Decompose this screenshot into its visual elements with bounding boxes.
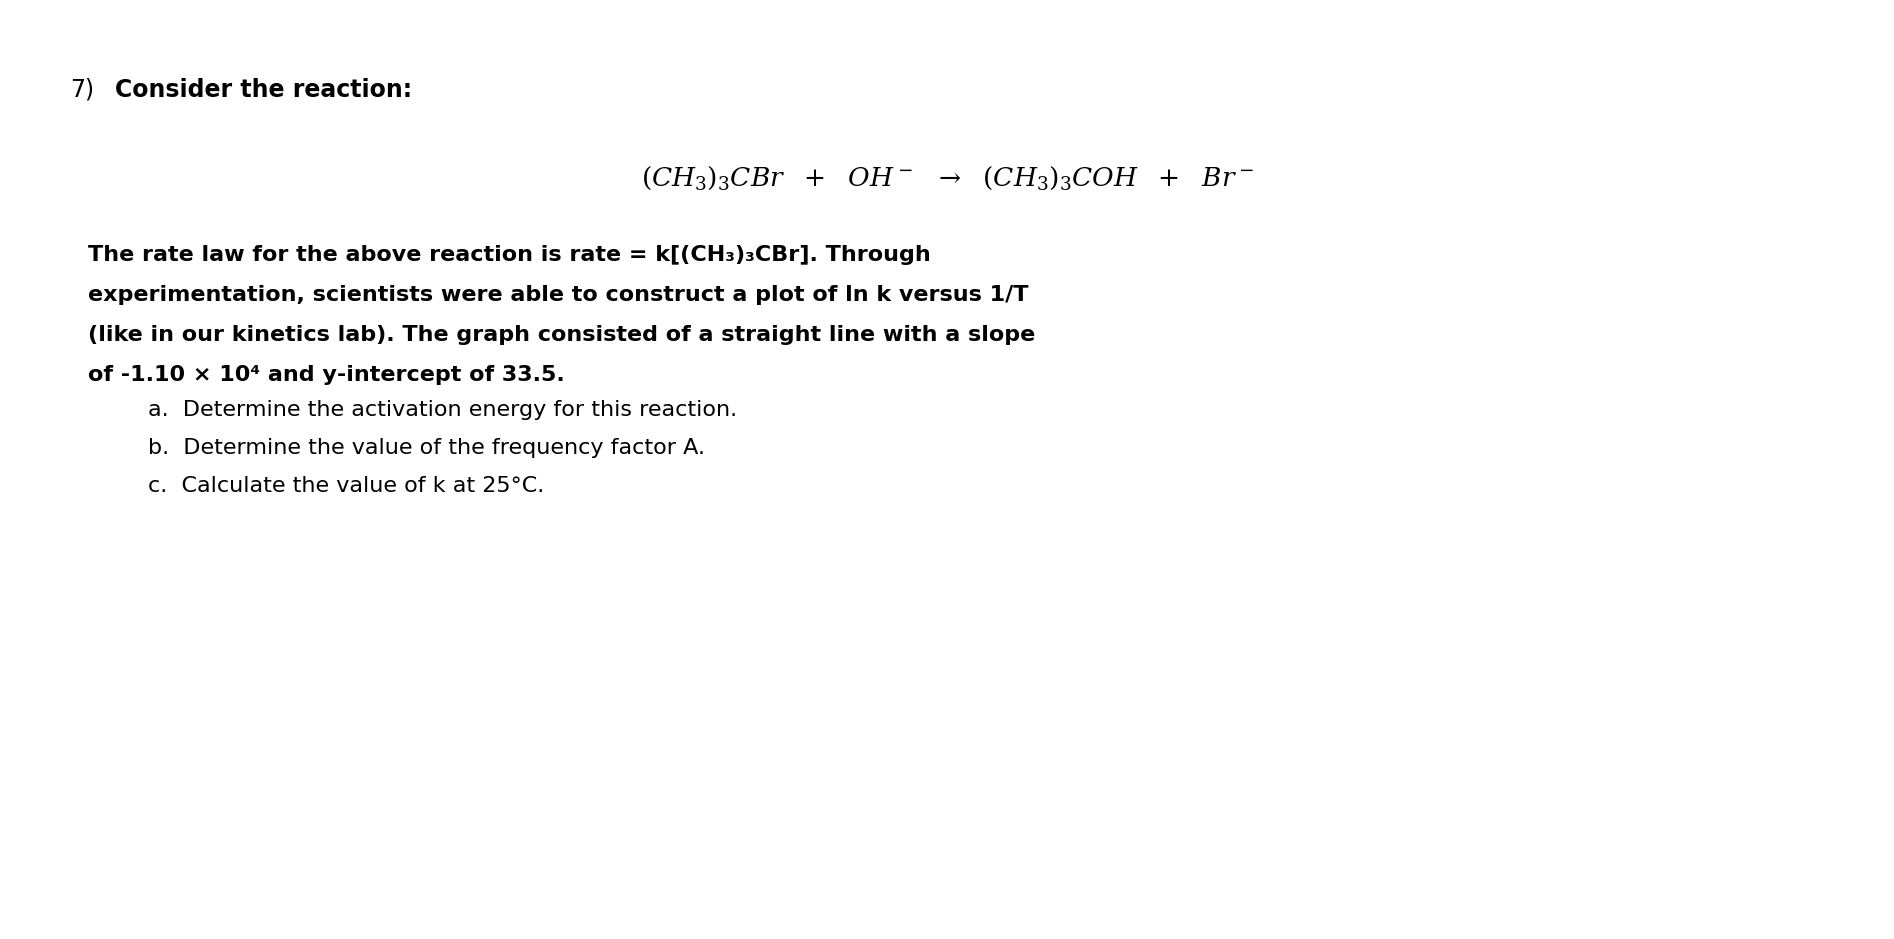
Text: c.  Calculate the value of k at 25°C.: c. Calculate the value of k at 25°C. (148, 476, 544, 496)
Text: The rate law for the above reaction is rate = k[(CH₃)₃CBr]. Through: The rate law for the above reaction is r… (87, 245, 930, 265)
Text: b.  Determine the value of the frequency factor A.: b. Determine the value of the frequency … (148, 438, 705, 458)
Text: $(CH_3)_3CBr\ \ +\ \ OH^-\ \ \rightarrow\ \ (CH_3)_3COH\ \ +\ \ Br^-$: $(CH_3)_3CBr\ \ +\ \ OH^-\ \ \rightarrow… (640, 165, 1254, 192)
Text: Consider the reaction:: Consider the reaction: (116, 78, 413, 102)
Text: a.  Determine the activation energy for this reaction.: a. Determine the activation energy for t… (148, 400, 737, 420)
Text: of -1.10 × 10⁴ and y-intercept of 33.5.: of -1.10 × 10⁴ and y-intercept of 33.5. (87, 365, 564, 385)
Text: experimentation, scientists were able to construct a plot of ln k versus 1/T: experimentation, scientists were able to… (87, 285, 1028, 305)
Text: 7): 7) (70, 78, 95, 102)
Text: (like in our kinetics lab). The graph consisted of a straight line with a slope: (like in our kinetics lab). The graph co… (87, 325, 1036, 345)
